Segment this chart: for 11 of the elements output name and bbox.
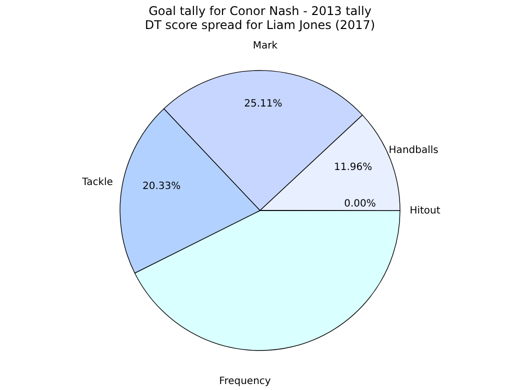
slice-label: Tackle <box>81 176 113 188</box>
slice-label: Mark <box>252 40 278 52</box>
text: Frequency <box>219 376 271 387</box>
text: DT score spread for Liam Jones (2017) <box>144 18 376 32</box>
text: Goal tally for Conor Nash - 2013 tally <box>148 4 372 18</box>
data-label: 25.11% <box>244 98 282 110</box>
data-label: 11.96% <box>334 162 372 173</box>
category-label: Hitout <box>410 206 440 217</box>
text: 0.00% <box>344 198 376 210</box>
slice-label: Handballs <box>388 145 438 156</box>
data-label: 20.33% <box>142 181 181 192</box>
